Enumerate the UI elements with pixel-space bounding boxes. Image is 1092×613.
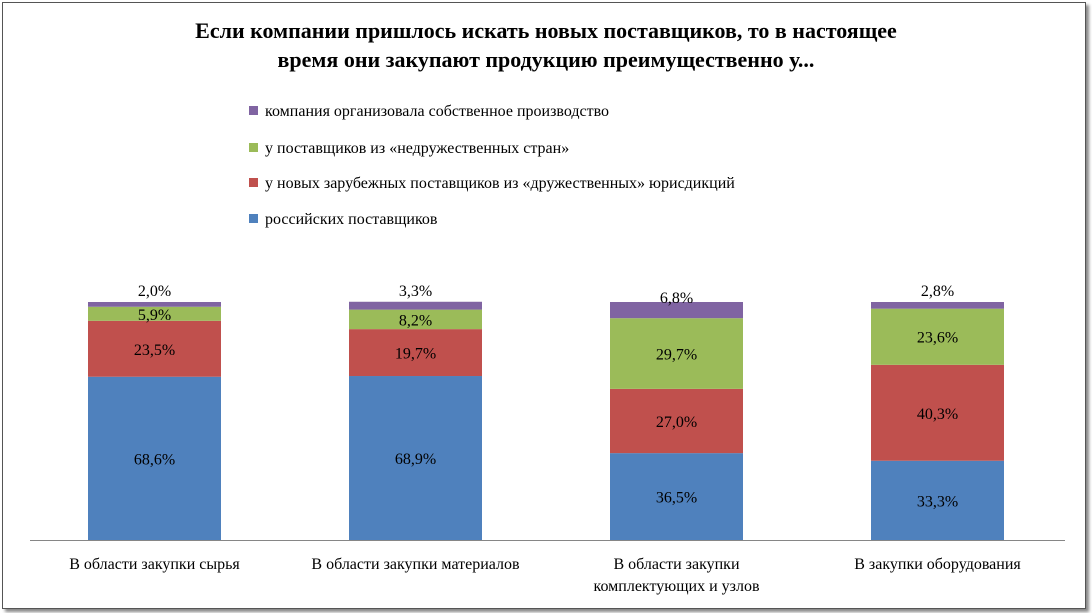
- data-label: 19,7%: [395, 346, 436, 363]
- data-label: 2,8%: [921, 283, 954, 300]
- bar-segment: [871, 364, 1004, 461]
- data-label: 3,3%: [399, 283, 432, 300]
- legend-label: российских поставщиков: [265, 211, 438, 228]
- bar-segment: [610, 302, 743, 319]
- bar-segment: [349, 329, 482, 377]
- data-label: 68,6%: [134, 451, 175, 468]
- bar-segment: [88, 306, 221, 321]
- chart-title-line-2: время они закупают продукцию преимуществ…: [277, 47, 815, 72]
- bar-segment: [871, 302, 1004, 309]
- data-label: 33,3%: [917, 493, 958, 510]
- chart-title-line-1: Если компании пришлось искать новых пост…: [195, 18, 897, 43]
- data-label: 8,2%: [399, 312, 432, 329]
- chart-title: Если компании пришлось искать новых пост…: [0, 16, 1092, 74]
- data-label: 6,8%: [660, 290, 693, 307]
- legend-marker: [249, 214, 258, 223]
- legend-marker: [249, 178, 258, 187]
- category-label: В области закупки: [613, 556, 739, 573]
- data-label: 27,0%: [656, 414, 697, 431]
- category-label: В закупки оборудования: [854, 556, 1021, 573]
- bar-segment: [871, 460, 1004, 540]
- legend-label: у поставщиков из «недружественных стран»: [265, 140, 569, 157]
- bar-segment: [349, 309, 482, 330]
- category-label: комплектующих и узлов: [593, 578, 759, 595]
- data-label: 23,6%: [917, 330, 958, 347]
- category-label: В области закупки материалов: [311, 556, 520, 573]
- data-label: 36,5%: [656, 490, 697, 507]
- legend-marker: [249, 106, 258, 115]
- bar-segment: [349, 301, 482, 310]
- data-label: 5,9%: [138, 307, 171, 324]
- legend-label: у новых зарубежных поставщиков из «друже…: [265, 175, 735, 192]
- bar-segment: [88, 376, 221, 540]
- bar-segment: [88, 302, 221, 307]
- bar-segment: [871, 308, 1004, 365]
- legend-label: компания организовала собственное произв…: [265, 103, 609, 120]
- bar-segment: [610, 388, 743, 454]
- bar-segment: [610, 318, 743, 389]
- bar-segment: [88, 320, 221, 377]
- data-label: 29,7%: [656, 347, 697, 364]
- bar-segment: [610, 453, 743, 540]
- legend-marker: [249, 143, 258, 152]
- bar-segment: [349, 376, 482, 540]
- data-label: 68,9%: [395, 451, 436, 468]
- category-label: В области закупки сырья: [69, 556, 240, 573]
- data-label: 23,5%: [134, 342, 175, 359]
- data-label: 2,0%: [138, 283, 171, 300]
- data-label: 40,3%: [917, 406, 958, 423]
